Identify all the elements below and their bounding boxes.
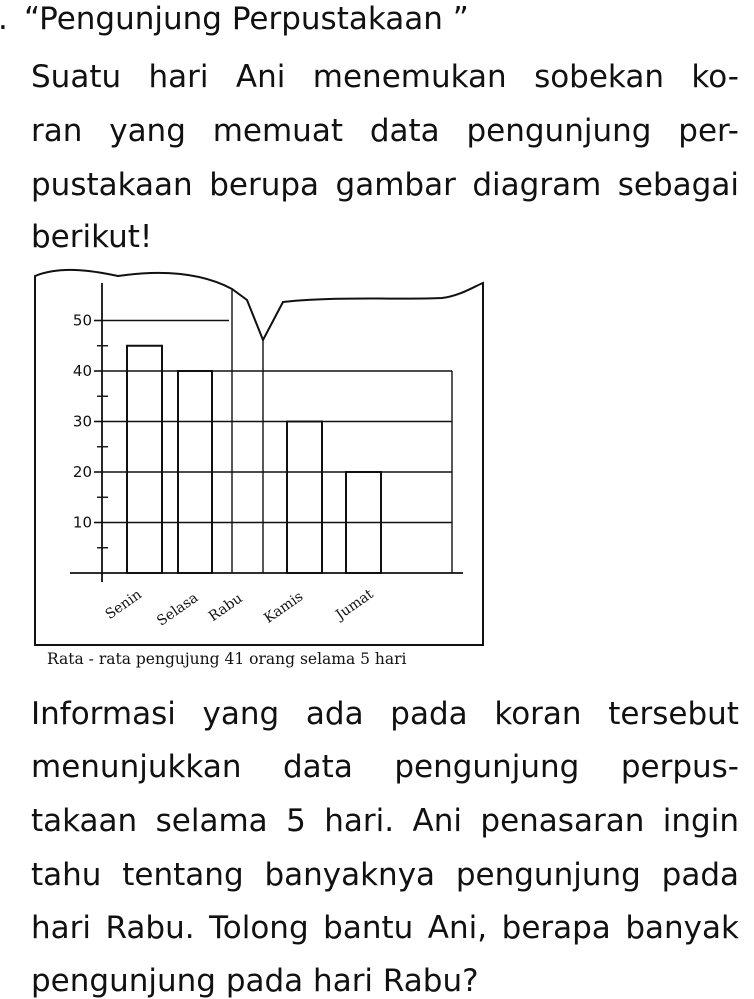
x-tick-label-selasa: Selasa xyxy=(154,590,201,630)
outro-line: hari Rabu. Tolong bantu Ani, berapa banyak xyxy=(31,913,739,944)
outro-word: Tolong xyxy=(209,910,309,946)
outro-word: tahu xyxy=(31,857,102,893)
outro-word: Informasi xyxy=(31,696,176,732)
intro-line: ran yang memuat data pengunjung per- xyxy=(31,116,739,147)
outro-line: tahu tentang banyaknya pengunjung pada xyxy=(31,860,739,891)
bar-senin xyxy=(126,344,163,574)
intro-word: diagram xyxy=(472,167,602,203)
bar-selasa xyxy=(177,370,213,574)
y-tick-label: 10 xyxy=(73,514,92,532)
outro-word: Rabu? xyxy=(382,963,479,999)
outro-word: pada xyxy=(225,963,304,999)
outro-word: pengunjung xyxy=(31,963,216,999)
y-tick-label: 40 xyxy=(73,362,92,380)
outro-word: hari xyxy=(31,910,92,946)
intro-word: Suatu xyxy=(31,59,122,95)
problem-number: . xyxy=(0,4,8,35)
outro-word: selama xyxy=(155,803,268,839)
outro-word: banyak xyxy=(625,910,739,946)
outro-word: hari xyxy=(313,963,374,999)
outro-word: Rabu. xyxy=(105,910,195,946)
y-tick-label: 50 xyxy=(73,312,92,330)
outro-word: takaan xyxy=(31,803,138,839)
chart-caption: Rata - rata pengujung 41 orang selama 5 … xyxy=(47,650,407,668)
x-tick-label-kamis: Kamis xyxy=(261,589,306,627)
outro-word: tentang xyxy=(122,857,244,893)
outro-word: penasaran xyxy=(480,803,645,839)
outro-word: perpus- xyxy=(620,749,739,785)
intro-word: pengunjung xyxy=(466,113,652,149)
outro-word: koran xyxy=(494,696,582,732)
bar-kamis xyxy=(286,420,323,574)
outro-word: pengunjung xyxy=(455,857,641,893)
intro-word: Ani xyxy=(235,59,286,95)
x-tick-label-rabu: Rabu xyxy=(206,591,246,625)
intro-word: berikut! xyxy=(31,219,153,255)
intro-word: sobekan xyxy=(534,59,664,95)
intro-line: pustakaan berupa gambar diagram sebagai xyxy=(31,170,739,201)
outro-word: menunjukkan xyxy=(31,749,242,785)
outro-word: bantu xyxy=(323,910,414,946)
outro-word: ada xyxy=(305,696,364,732)
outro-word: pada xyxy=(661,857,739,893)
intro-word: hari xyxy=(148,59,209,95)
intro-word: ko- xyxy=(691,59,739,95)
outro-word: banyaknya xyxy=(264,857,436,893)
outro-line: takaan selama 5 hari. Ani penasaran ingin xyxy=(31,806,739,837)
outro-word: 5 xyxy=(286,803,306,839)
outro-word: ingin xyxy=(662,803,739,839)
outro-word: yang xyxy=(202,696,280,732)
outro-line: pengunjung pada hari Rabu? xyxy=(31,966,479,997)
intro-word: per- xyxy=(678,113,739,149)
outro-word: tersebut xyxy=(608,696,739,732)
intro-word: berupa xyxy=(209,167,320,203)
intro-line: Suatu hari Ani menemukan sobekan ko- xyxy=(31,62,739,93)
outro-line: menunjukkan data pengunjung perpus- xyxy=(31,752,739,783)
intro-word: pustakaan xyxy=(31,167,193,203)
x-tick-label-senin: Senin xyxy=(103,587,145,623)
outro-word: pengunjung xyxy=(394,749,580,785)
intro-word: data xyxy=(369,113,440,149)
intro-word: menemukan xyxy=(312,59,507,95)
intro-word: memuat xyxy=(212,113,343,149)
outro-word: Ani, xyxy=(427,910,488,946)
problem-title: “Pengunjung Perpustakaan ” xyxy=(24,1,469,37)
x-tick-label-jumat: Jumat xyxy=(331,586,376,624)
outro-word: pada xyxy=(390,696,468,732)
intro-word: sebagai xyxy=(617,167,739,203)
outro-word: Ani xyxy=(412,803,462,839)
intro-word: yang xyxy=(109,113,186,149)
outro-line: Informasi yang ada pada koran tersebut xyxy=(31,699,739,730)
intro-word: gambar xyxy=(335,167,456,203)
bar-jumat xyxy=(345,471,382,574)
y-tick-label: 20 xyxy=(73,463,92,481)
intro-line: berikut! xyxy=(31,222,152,253)
outro-word: hari. xyxy=(324,803,395,839)
intro-word: ran xyxy=(31,113,83,149)
outro-word: berapa xyxy=(501,910,611,946)
y-tick-label: 30 xyxy=(73,413,92,431)
outro-word: data xyxy=(283,749,353,785)
